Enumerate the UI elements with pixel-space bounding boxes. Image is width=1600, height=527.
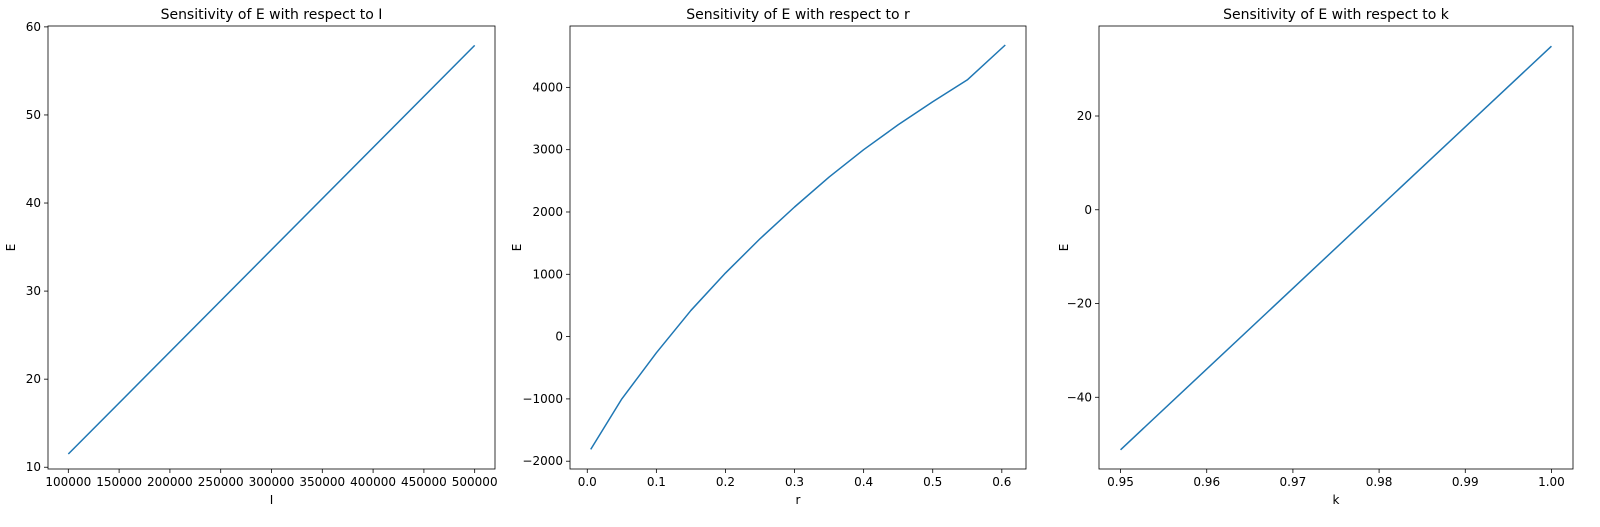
x-tick-label: 0.3 [785, 475, 804, 489]
x-tick-label: 0.95 [1107, 475, 1134, 489]
x-tick-label: 0.5 [923, 475, 942, 489]
axes-frame [569, 25, 1027, 470]
x-tick-label: 450000 [401, 475, 447, 489]
x-tick-label: 100000 [45, 475, 91, 489]
chart-title: Sensitivity of E with respect to r [686, 7, 910, 23]
x-tick-label: 0.6 [992, 475, 1011, 489]
y-tick-label: 1000 [532, 267, 563, 281]
y-tick-label: 10 [26, 460, 41, 474]
y-axis-label: E [4, 244, 18, 252]
x-tick-label: 0.97 [1280, 475, 1307, 489]
y-tick-label: 50 [26, 108, 41, 122]
x-axis-label: I [270, 493, 274, 507]
y-tick-label: 20 [1077, 109, 1092, 123]
y-tick-label: 60 [26, 20, 41, 34]
y-tick-label: −2000 [522, 454, 563, 468]
x-tick-label: 0.4 [854, 475, 873, 489]
y-axis-label: E [510, 244, 524, 252]
x-tick-label: 0.96 [1193, 475, 1220, 489]
y-axis-label: E [1057, 244, 1071, 252]
subplots: Sensitivity of E with respect to I100000… [4, 7, 1574, 507]
y-tick-label: −40 [1067, 390, 1092, 404]
y-tick-label: 0 [1084, 203, 1092, 217]
x-tick-label: 500000 [452, 475, 498, 489]
x-tick-label: 200000 [147, 475, 193, 489]
x-tick-label: 1.00 [1538, 475, 1565, 489]
x-tick-label: 0.0 [578, 475, 597, 489]
x-tick-label: 0.98 [1366, 475, 1393, 489]
y-tick-label: −1000 [522, 392, 563, 406]
axes-frame [1098, 25, 1574, 470]
series-line [67, 44, 476, 455]
y-tick-label: 20 [26, 372, 41, 386]
y-tick-label: −20 [1067, 297, 1092, 311]
subplot-3: Sensitivity of E with respect to k 0.95 0.… [1057, 7, 1574, 507]
x-tick-label: 0.1 [647, 475, 666, 489]
x-tick-label: 400000 [350, 475, 396, 489]
x-axis-label: r [796, 493, 801, 507]
x-axis-label: k [1333, 493, 1340, 507]
x-tick-label: 350000 [299, 475, 345, 489]
chart-title: Sensitivity of E with respect to I [161, 7, 383, 23]
chart-title: Sensitivity of E with respect to k [1223, 7, 1450, 23]
axes-frame [47, 25, 496, 470]
y-tick-label: 30 [26, 284, 41, 298]
y-tick-label: 2000 [532, 205, 563, 219]
y-tick-label: 3000 [532, 143, 563, 157]
x-tick-label: 150000 [96, 475, 142, 489]
y-tick-label: 4000 [532, 80, 563, 94]
y-tick-label: 40 [26, 196, 41, 210]
y-tick-label: 0 [555, 330, 563, 344]
subplot-2: Sensitivity of E with respect to r 0.0 0.1… [510, 7, 1027, 507]
x-tick-label: 0.99 [1452, 475, 1479, 489]
series-line [590, 44, 1006, 450]
x-tick-label: 0.2 [716, 475, 735, 489]
x-tick-label: 300000 [249, 475, 295, 489]
subplot-1: Sensitivity of E with respect to I 100000… [4, 7, 498, 507]
x-tick-label: 250000 [198, 475, 244, 489]
series-line [1120, 45, 1552, 451]
